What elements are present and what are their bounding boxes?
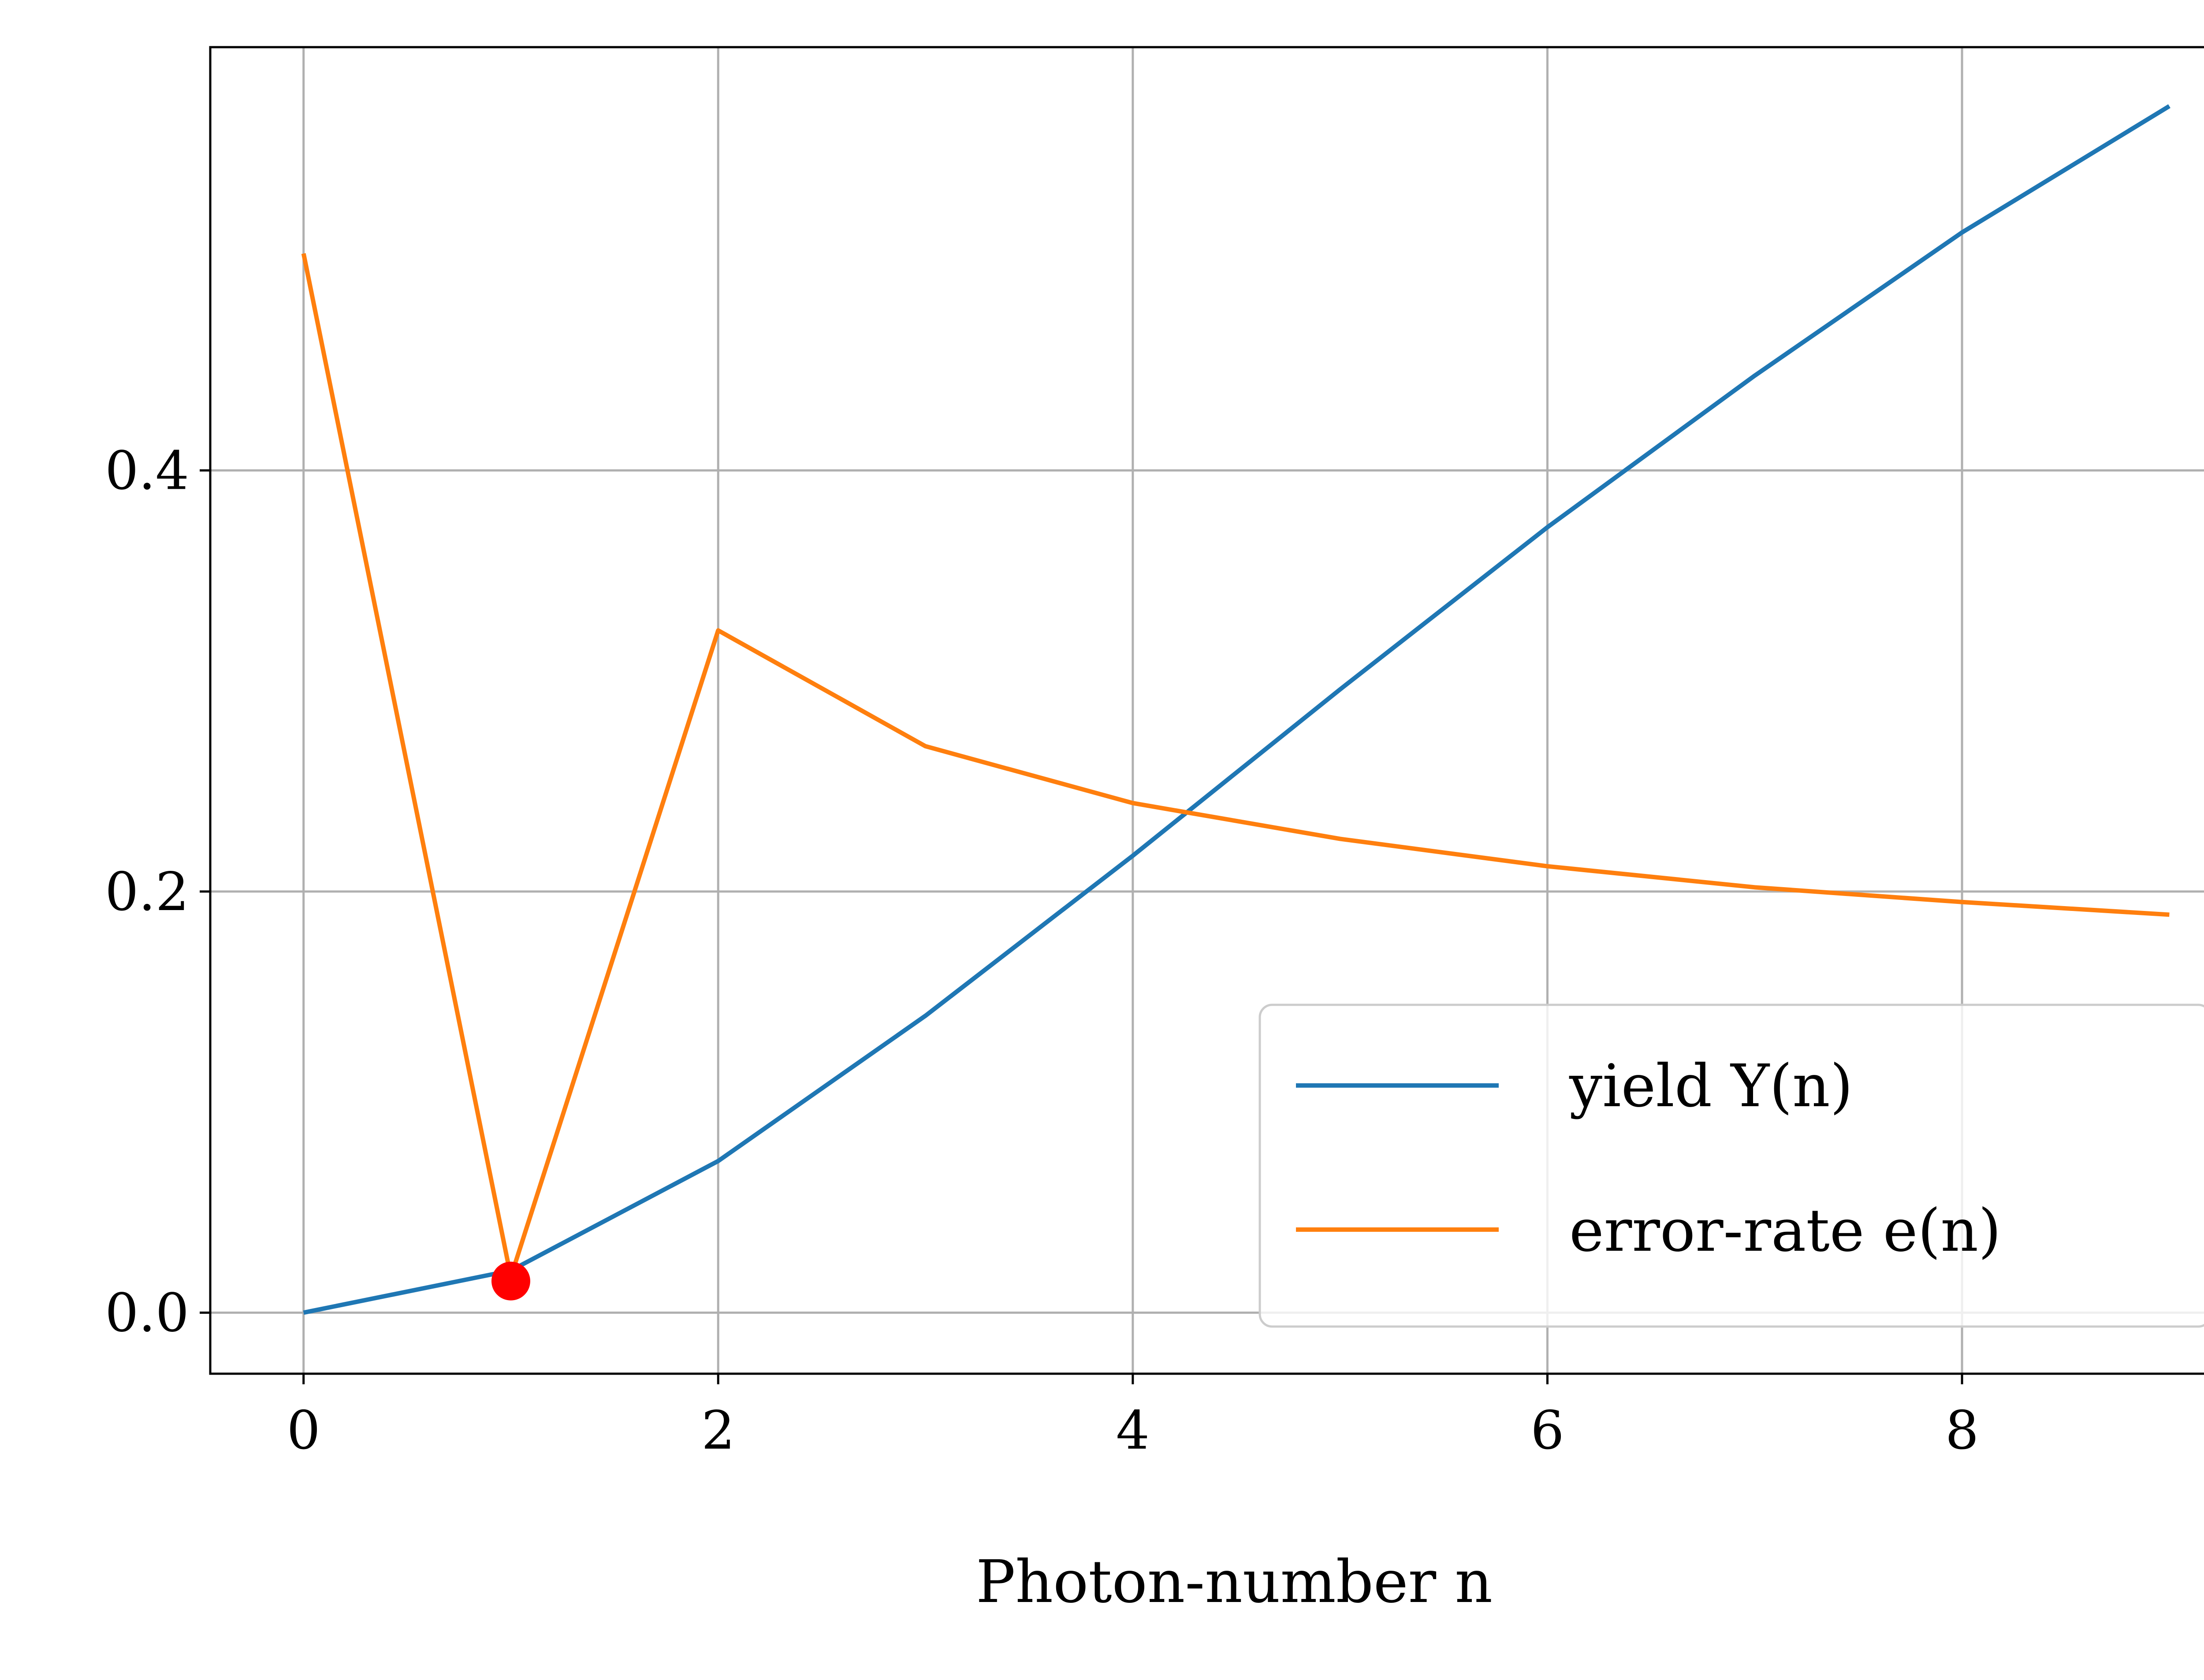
- grid: [210, 47, 2204, 1374]
- y-tick-label: 0.0: [105, 1282, 189, 1344]
- x-axis-label: Photon-number n: [976, 1548, 1493, 1616]
- x-tick-label: 4: [1116, 1400, 1150, 1461]
- error-rate-series-line: [301, 253, 2170, 1279]
- series-layer: [301, 104, 2170, 1315]
- x-axis-ticks: 0 2 4 6 8: [287, 1374, 1979, 1461]
- legend-label-yield: yield Y(n): [1569, 1052, 1853, 1120]
- x-tick-label: 6: [1530, 1400, 1564, 1461]
- y-tick-label: 0.4: [105, 440, 189, 502]
- legend-label-error-rate: error-rate e(n): [1569, 1197, 2001, 1265]
- y-tick-label: 0.2: [105, 862, 189, 923]
- plot-area-frame: [209, 46, 2204, 1375]
- y-axis-ticks: 0.0 0.2 0.4: [105, 440, 210, 1344]
- highlight-point-marker: [491, 1261, 530, 1301]
- yield-series-line: [303, 104, 2170, 1315]
- x-tick-label: 8: [1945, 1400, 1979, 1461]
- marker-layer: [491, 1261, 530, 1301]
- x-tick-label: 2: [701, 1400, 735, 1461]
- x-tick-label: 0: [287, 1400, 320, 1461]
- legend: yield Y(n) error-rate e(n): [1258, 1004, 2204, 1328]
